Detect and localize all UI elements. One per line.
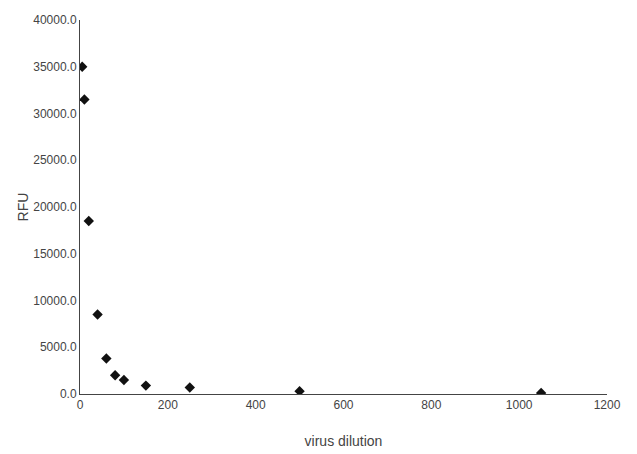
svg-text:10000.0: 10000.0	[33, 294, 77, 308]
svg-text:1200: 1200	[594, 398, 621, 412]
svg-text:RFU: RFU	[15, 193, 31, 222]
svg-text:0.0: 0.0	[60, 387, 77, 401]
svg-text:20000.0: 20000.0	[33, 200, 77, 214]
svg-text:600: 600	[333, 398, 353, 412]
svg-text:1000: 1000	[506, 398, 533, 412]
svg-text:5000.0: 5000.0	[40, 340, 77, 354]
svg-text:800: 800	[421, 398, 441, 412]
svg-text:25000.0: 25000.0	[33, 153, 77, 167]
svg-text:0: 0	[77, 398, 84, 412]
svg-text:40000.0: 40000.0	[33, 13, 77, 27]
svg-text:virus dilution: virus dilution	[305, 433, 383, 449]
svg-text:400: 400	[246, 398, 266, 412]
svg-text:15000.0: 15000.0	[33, 247, 77, 261]
svg-text:35000.0: 35000.0	[33, 60, 77, 74]
svg-text:200: 200	[158, 398, 178, 412]
svg-text:30000.0: 30000.0	[33, 107, 77, 121]
